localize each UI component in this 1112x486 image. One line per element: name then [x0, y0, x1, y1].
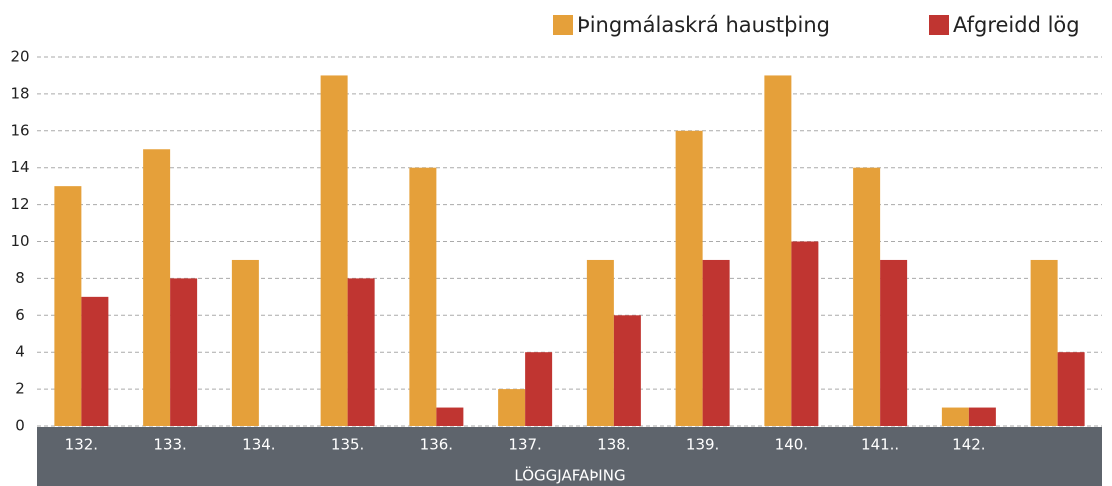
bar [436, 407, 464, 426]
bar [791, 241, 819, 426]
y-tick-label: 18 [10, 84, 29, 102]
bar [880, 259, 908, 426]
bar [525, 352, 553, 426]
x-tick-label: 142. [952, 436, 985, 454]
x-tick-label: 133. [153, 436, 186, 454]
x-tick-label: 141.. [861, 436, 899, 454]
bar [586, 259, 614, 426]
bar [81, 296, 109, 426]
legend-label: Þingmálaskrá haustþing [577, 13, 830, 37]
bar [54, 186, 82, 426]
bar [347, 278, 375, 426]
x-axis-band [37, 427, 1102, 486]
bar [764, 75, 792, 426]
x-tick-label: 137. [508, 436, 541, 454]
y-tick-label: 2 [15, 380, 25, 398]
x-tick-label: 139. [686, 436, 719, 454]
bar [613, 315, 641, 426]
x-axis-title: LÖGGJAFAÞING [514, 466, 625, 485]
y-tick-label: 20 [10, 48, 29, 66]
y-tick-label: 12 [10, 195, 29, 213]
bar [1030, 259, 1058, 426]
x-tick-label: 135. [331, 436, 364, 454]
x-tick-label: 134. [242, 436, 275, 454]
bar [320, 75, 348, 426]
y-tick-label: 8 [15, 269, 25, 287]
y-tick-label: 16 [10, 121, 29, 139]
bar [675, 130, 703, 427]
legend-swatch [929, 15, 949, 35]
y-tick-label: 14 [10, 158, 29, 176]
bar [941, 407, 969, 426]
y-tick-label: 0 [15, 417, 25, 435]
x-tick-label: 140. [775, 436, 808, 454]
y-tick-label: 10 [10, 232, 29, 250]
bar [498, 389, 526, 426]
bar [409, 167, 437, 426]
bar [170, 278, 198, 426]
bar [968, 407, 996, 426]
bar [231, 259, 259, 426]
y-tick-label: 4 [15, 343, 25, 361]
legend-swatch [553, 15, 573, 35]
legend-label: Afgreidd lög [953, 13, 1080, 37]
x-tick-label: 138. [597, 436, 630, 454]
bar [853, 167, 881, 426]
y-tick-label: 6 [15, 306, 25, 324]
bar [1057, 352, 1085, 426]
x-tick-label: 132. [65, 436, 98, 454]
bar [702, 259, 730, 426]
bar [143, 149, 171, 426]
x-tick-label: 136. [420, 436, 453, 454]
